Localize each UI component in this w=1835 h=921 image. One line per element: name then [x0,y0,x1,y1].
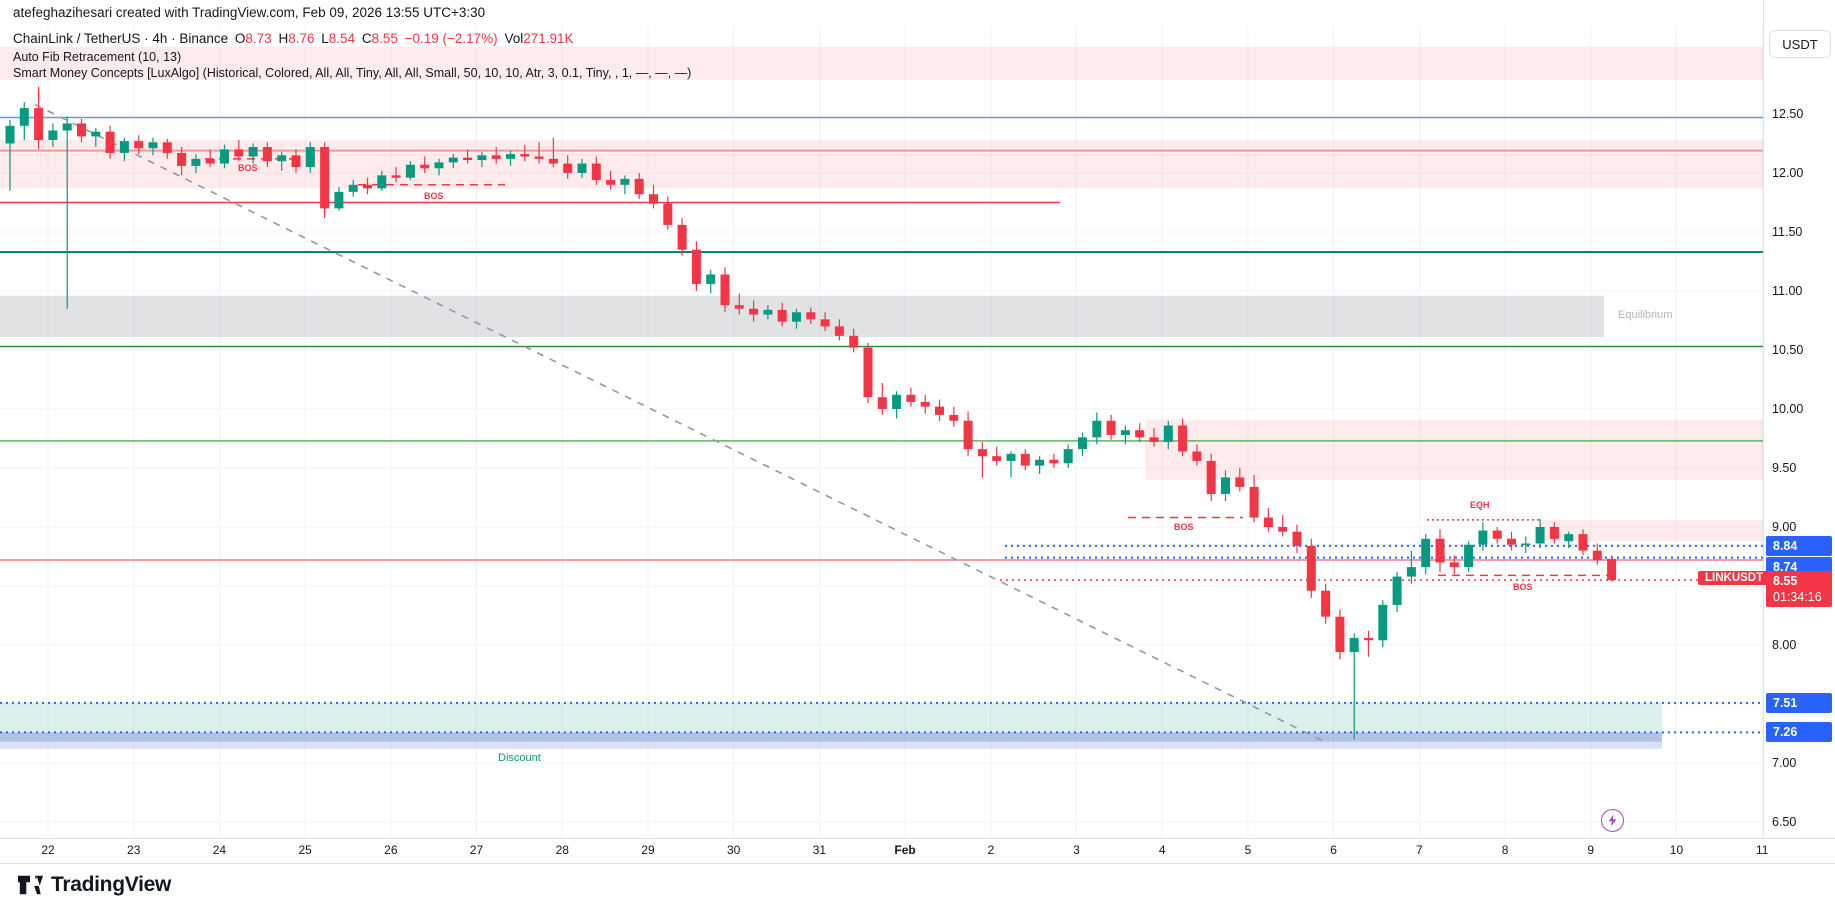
time-tick: 5 [1244,843,1252,857]
price-tick: 10.00 [1772,402,1804,416]
level-price-badge: 7.51 [1766,692,1832,713]
change-value: −0.19 (−2.17%) [404,31,498,46]
tradingview-logo-mark [17,875,43,895]
close-label: C [361,31,372,46]
price-tick: 10.50 [1772,343,1804,357]
supply-zone-9_7 [1145,419,1763,480]
time-tick: 2 [987,843,995,857]
price-tick: 12.50 [1772,107,1804,121]
time-tick: 9 [1587,843,1595,857]
symbol-price-label: LINKUSDT [1698,571,1771,585]
flash-idea-marker[interactable] [1600,808,1624,832]
level-price-badge: 7.26 [1766,722,1832,743]
price-axis[interactable]: USDT 12.50 12.00 11.50 11.00 10.50 10.00 9.50 9… [1763,0,1835,862]
indicator-row-smc[interactable]: Smart Money Concepts [LuxAlgo] (Historic… [13,66,692,80]
time-tick: 22 [41,843,55,857]
time-tick: 25 [298,843,312,857]
chart-legend: ChainLink / TetherUS · 4h · Binance O8.7… [13,30,691,81]
open-label: O [234,31,246,46]
tradingview-logo[interactable]: TradingView [16,872,171,898]
high-label: H [278,31,289,46]
low-label: L [321,31,329,46]
time-tick: 4 [1158,843,1166,857]
volume-value: 271.91K [523,31,574,46]
time-tick: 7 [1416,843,1423,857]
attribution-text: atefeghazihesari created with TradingVie… [13,5,486,20]
time-tick: Feb [894,843,916,857]
price-tick: 8.00 [1772,638,1797,652]
equilibrium-zone [0,295,1604,338]
time-tick: 23 [127,843,141,857]
ob-band-dark [0,732,1662,742]
open-value: 8.73 [245,31,272,46]
price-tick: 6.50 [1772,815,1797,829]
time-tick: 10 [1669,843,1684,857]
time-axis[interactable]: 22 23 24 25 26 27 28 29 30 31 Feb 2 3 4 5 6 7 8 9 10 11 [0,838,1835,864]
supply-zone-top [0,46,1763,80]
low-value: 8.54 [328,31,356,46]
current-price-badge: 8.55 01:34:16 [1766,571,1832,608]
time-tick: 8 [1501,843,1509,857]
bos-label-2: BOS [424,191,444,201]
time-tick: 3 [1073,843,1080,857]
time-tick: 27 [469,843,484,857]
price-tick: 9.50 [1772,461,1797,475]
price-tick: 7.00 [1772,756,1797,770]
close-value: 8.55 [371,31,398,46]
time-tick: 26 [384,843,398,857]
ob-band-light [0,741,1662,749]
equilibrium-label: Equilibrium [1618,309,1673,321]
candlestick-chart-canvas[interactable] [0,0,1763,838]
price-tick: 12.00 [1772,166,1804,180]
symbol-title: ChainLink / TetherUS · 4h · Binance [13,31,229,46]
high-value: 8.76 [288,31,315,46]
time-tick: 28 [555,843,569,857]
time-tick: 6 [1330,843,1337,857]
discount-zone [0,702,1662,733]
time-tick: 29 [641,843,655,857]
supply-zone-9_0 [1540,519,1763,542]
eqh-label: EQH [1470,500,1490,510]
bos-label-3: BOS [1174,522,1194,532]
volume-label: Vol [504,31,524,46]
tradingview-logo-text: TradingView [51,873,172,896]
time-tick: 31 [812,843,827,857]
time-tick: 30 [726,843,741,857]
bos-label-1: BOS [238,163,258,173]
time-tick: 24 [212,843,227,857]
chart-pane[interactable]: ChainLink / TetherUS · 4h · Binance O8.7… [0,0,1771,862]
price-tick: 9.00 [1772,520,1797,534]
price-tick: 11.50 [1772,225,1803,239]
lightning-icon [1608,814,1616,826]
indicator-row-autofib[interactable]: Auto Fib Retracement (10, 13) [13,50,182,64]
level-price-badge: 8.84 [1766,535,1832,556]
discount-label: Discount [498,752,541,764]
symbol-info-row[interactable]: ChainLink / TetherUS · 4h · Binance O8.7… [13,30,691,47]
bos-label-4: BOS [1513,582,1533,592]
price-tick: 11.00 [1772,284,1803,298]
currency-chip: USDT [1769,30,1831,58]
time-tick: 11 [1755,843,1769,857]
